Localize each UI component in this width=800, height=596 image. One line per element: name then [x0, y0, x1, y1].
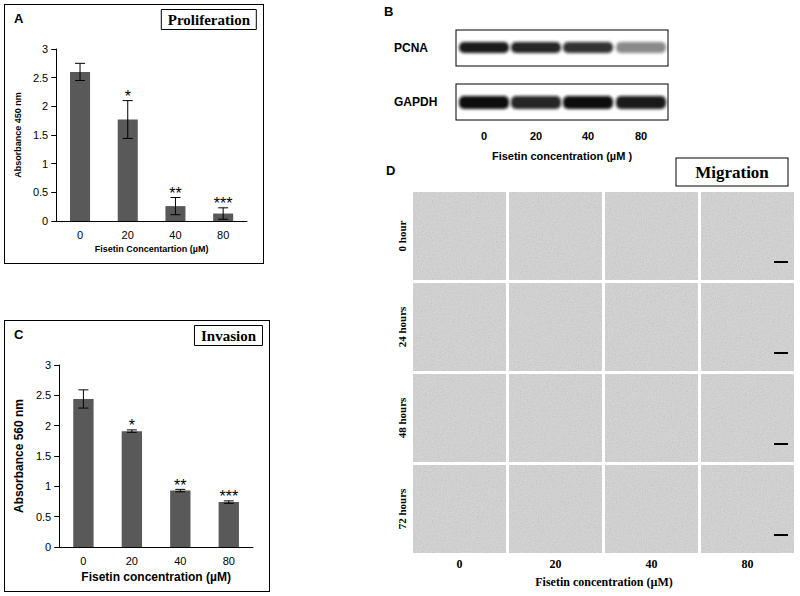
svg-text:0: 0 — [77, 229, 83, 241]
svg-text:1.5: 1.5 — [33, 129, 48, 141]
svg-text:0: 0 — [481, 130, 487, 142]
svg-text:3: 3 — [45, 359, 51, 371]
svg-text:Fisetin Concentartion (µM): Fisetin Concentartion (µM) — [95, 244, 209, 254]
svg-text:48 hours: 48 hours — [396, 397, 408, 438]
svg-text:40: 40 — [169, 229, 181, 241]
svg-text:20: 20 — [550, 557, 562, 571]
svg-text:Fisetin concentration (µM ): Fisetin concentration (µM ) — [492, 150, 633, 162]
svg-text:80: 80 — [217, 229, 229, 241]
svg-text:C: C — [14, 327, 24, 342]
svg-text:40: 40 — [174, 555, 186, 567]
svg-text:0: 0 — [457, 557, 463, 571]
svg-text:0: 0 — [80, 555, 86, 567]
svg-text:2: 2 — [42, 100, 48, 112]
svg-text:Invasion: Invasion — [201, 328, 257, 344]
svg-text:Fisetin concentration (µM): Fisetin concentration (µM) — [535, 575, 673, 589]
svg-text:***: *** — [219, 488, 238, 505]
svg-text:B: B — [384, 4, 393, 19]
svg-text:D: D — [386, 163, 395, 178]
svg-text:1: 1 — [45, 480, 51, 492]
svg-text:40: 40 — [582, 130, 594, 142]
svg-text:***: *** — [214, 195, 233, 212]
svg-text:20: 20 — [530, 130, 542, 142]
svg-text:**: ** — [169, 185, 181, 202]
svg-text:80: 80 — [635, 130, 647, 142]
svg-text:*: * — [125, 88, 131, 105]
svg-text:Proliferation: Proliferation — [168, 12, 251, 28]
svg-text:80: 80 — [742, 557, 754, 571]
svg-text:0: 0 — [42, 215, 48, 227]
svg-text:24 hours: 24 hours — [396, 306, 408, 347]
svg-text:Migration: Migration — [695, 163, 769, 182]
svg-text:0 hour: 0 hour — [396, 220, 408, 251]
svg-text:*: * — [129, 417, 135, 434]
svg-text:Absorbance 560 nm: Absorbance 560 nm — [12, 399, 26, 513]
svg-text:Fisetin concentration (µM): Fisetin concentration (µM) — [81, 570, 231, 584]
svg-text:PCNA: PCNA — [394, 41, 428, 55]
svg-text:**: ** — [174, 477, 186, 494]
svg-text:40: 40 — [646, 557, 658, 571]
svg-text:1.5: 1.5 — [36, 450, 51, 462]
svg-text:72 hours: 72 hours — [396, 488, 408, 529]
svg-text:0.5: 0.5 — [36, 511, 51, 523]
svg-text:0: 0 — [45, 541, 51, 553]
svg-text:20: 20 — [126, 555, 138, 567]
svg-text:Absorbance 450 nm: Absorbance 450 nm — [13, 92, 23, 178]
svg-text:GAPDH: GAPDH — [394, 95, 437, 109]
svg-text:0.5: 0.5 — [33, 186, 48, 198]
svg-text:20: 20 — [122, 229, 134, 241]
svg-text:2.5: 2.5 — [33, 72, 48, 84]
svg-text:1: 1 — [42, 158, 48, 170]
svg-text:80: 80 — [223, 555, 235, 567]
svg-text:2: 2 — [45, 420, 51, 432]
svg-text:3: 3 — [42, 43, 48, 55]
svg-text:2.5: 2.5 — [36, 389, 51, 401]
svg-text:A: A — [14, 11, 24, 26]
